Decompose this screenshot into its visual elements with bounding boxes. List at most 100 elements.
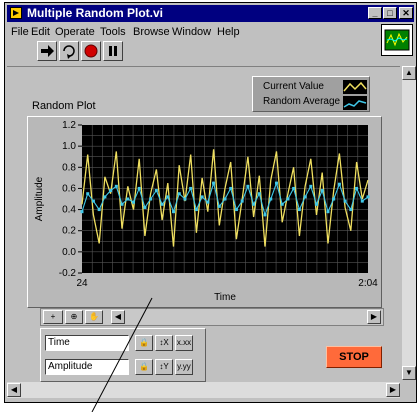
- series-point-random-average: [97, 208, 101, 212]
- menu-browse[interactable]: Browse: [133, 26, 170, 38]
- y-lock-icon[interactable]: 🔒: [135, 359, 153, 375]
- series-point-random-average: [234, 208, 238, 212]
- x-tick-label: 24: [76, 278, 88, 289]
- series-point-random-average: [332, 197, 336, 201]
- series-point-random-average: [86, 192, 90, 196]
- series-point-random-average: [103, 195, 107, 199]
- scroll-down-icon[interactable]: ▼: [402, 366, 416, 380]
- series-point-random-average: [309, 184, 313, 188]
- abort-button[interactable]: [81, 41, 101, 61]
- series-point-random-average: [212, 181, 216, 185]
- series-point-random-average: [166, 195, 170, 199]
- y-tick-label: 0.2: [62, 226, 76, 237]
- series-point-random-average: [229, 186, 233, 190]
- chart-scroll-left-icon[interactable]: ◀: [111, 310, 125, 324]
- y-tick-label: 0.4: [62, 205, 76, 216]
- stop-button[interactable]: STOP: [326, 346, 382, 368]
- series-point-random-average: [91, 199, 95, 203]
- waveform-chart: 1.2 1.0 0.8 0.6 0.4 0.2 0.0 -0.2 24 2:04 Time Ampli…: [27, 116, 382, 308]
- abort-icon: [84, 44, 98, 58]
- legend-current-value: Current Value: [263, 81, 324, 92]
- pan-hand-icon[interactable]: ✋: [85, 310, 103, 324]
- legend-random-average: Random Average: [263, 96, 341, 107]
- scroll-up-icon[interactable]: ▲: [402, 66, 416, 80]
- menu-edit[interactable]: Edit: [31, 26, 50, 38]
- series-point-random-average: [355, 186, 359, 190]
- series-point-random-average: [349, 208, 353, 212]
- chart-svg: 1.2 1.0 0.8 0.6 0.4 0.2 0.0 -0.224 2:04 Time Ampli…: [34, 120, 378, 303]
- series-point-random-average: [200, 195, 204, 199]
- menu-help[interactable]: Help: [217, 26, 240, 38]
- scale-palette: Time Amplitude 🔒 ↕X x.xx 🔒 ↕Y y.yy: [40, 328, 206, 382]
- vi-icon: [381, 24, 413, 56]
- y-tick-label: 0.6: [62, 183, 76, 194]
- run-continuously-icon: [63, 45, 75, 59]
- run-button[interactable]: [37, 41, 57, 61]
- title-bar[interactable]: Multiple Random Plot.vi _ □ ✕: [7, 5, 414, 22]
- series-point-random-average: [366, 195, 370, 199]
- series-point-random-average: [269, 197, 273, 201]
- series-point-random-average: [137, 186, 141, 190]
- series-point-random-average: [109, 189, 113, 193]
- menu-tools[interactable]: Tools: [100, 26, 126, 38]
- x-scale-format-icon[interactable]: x.xx: [175, 335, 193, 351]
- series-point-random-average: [217, 204, 221, 208]
- series-point-random-average: [320, 189, 324, 193]
- series-point-random-average: [120, 202, 124, 206]
- chart-scrollbar[interactable]: + ⊕ ✋ ◀ ▶: [40, 308, 384, 326]
- x-lock-icon[interactable]: 🔒: [135, 335, 153, 351]
- maximize-button[interactable]: □: [383, 7, 397, 19]
- legend-average-swatch[interactable]: [343, 96, 367, 110]
- minimize-button[interactable]: _: [368, 7, 382, 19]
- close-button[interactable]: ✕: [399, 7, 413, 19]
- chart-scroll-right-icon[interactable]: ▶: [367, 310, 381, 324]
- pause-button[interactable]: [103, 41, 123, 61]
- series-line-current-value: [81, 149, 369, 247]
- series-point-random-average: [257, 192, 261, 196]
- scroll-left-icon[interactable]: ◀: [7, 383, 21, 397]
- series-point-random-average: [172, 210, 176, 214]
- x-axis-label: Time: [214, 292, 236, 303]
- scroll-right-icon[interactable]: ▶: [386, 383, 400, 397]
- x-tick-label: 2:04: [358, 278, 378, 289]
- x-scale-name-field[interactable]: Time: [45, 335, 129, 351]
- x-autoscale-icon[interactable]: ↕X: [155, 335, 173, 351]
- y-scale-format-icon[interactable]: y.yy: [175, 359, 193, 375]
- series-point-random-average: [326, 210, 330, 214]
- pause-icon: [109, 46, 117, 56]
- series-point-random-average: [343, 199, 347, 203]
- series-point-random-average: [360, 199, 364, 203]
- series-point-random-average: [126, 197, 130, 201]
- menu-bar: File Edit Operate Tools Browse Window He…: [7, 24, 376, 40]
- series-point-random-average: [160, 202, 164, 206]
- y-axis-label: Amplitude: [34, 176, 45, 221]
- series-point-random-average: [194, 208, 198, 212]
- series-point-random-average: [274, 181, 278, 185]
- waveform-icon: [384, 29, 410, 51]
- magnify-icon[interactable]: ⊕: [65, 310, 83, 324]
- series-point-random-average: [223, 197, 227, 201]
- series-point-random-average: [252, 202, 256, 206]
- y-tick-label: 0.8: [62, 162, 76, 173]
- y-scale-name-field[interactable]: Amplitude: [45, 359, 129, 375]
- series-point-random-average: [149, 197, 153, 201]
- horizontal-scrollbar[interactable]: ◀ ▶: [7, 382, 400, 398]
- zoom-tool-button[interactable]: +: [43, 310, 63, 324]
- legend-current-swatch[interactable]: [343, 80, 367, 94]
- y-autoscale-icon[interactable]: ↕Y: [155, 359, 173, 375]
- series-point-random-average: [154, 189, 158, 193]
- menu-operate[interactable]: Operate: [55, 26, 95, 38]
- series-point-random-average: [240, 199, 244, 203]
- series-point-random-average: [315, 202, 319, 206]
- series-point-random-average: [114, 184, 118, 188]
- toolbar: [7, 41, 414, 63]
- menu-file[interactable]: File: [11, 26, 29, 38]
- graph-label: Random Plot: [32, 100, 96, 112]
- plot-legend: Current Value Random Average: [252, 76, 370, 112]
- series-point-random-average: [303, 195, 307, 199]
- series-point-random-average: [286, 197, 290, 201]
- series-point-random-average: [263, 213, 267, 217]
- run-continuously-button[interactable]: [59, 41, 79, 61]
- menu-window[interactable]: Window: [172, 26, 212, 38]
- vertical-scrollbar[interactable]: ▲ ▼: [402, 66, 416, 380]
